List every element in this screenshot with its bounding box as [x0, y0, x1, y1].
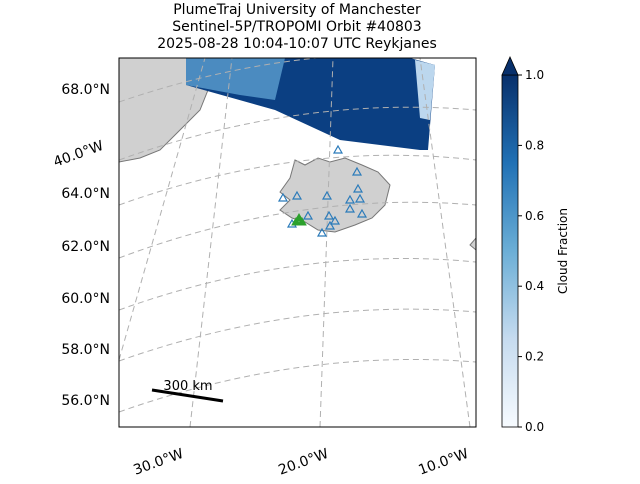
land [469, 237, 476, 251]
scale-bar-label: 300 km [163, 379, 212, 394]
colorbar-tick-label: 0.0 [525, 420, 544, 434]
map-frame [118, 57, 477, 428]
scale-bar [151, 388, 224, 403]
lat-label: 68.0°N [61, 82, 110, 98]
title-line: Sentinel-5P/TROPOMI Orbit #40803 [172, 19, 421, 35]
cloud-swath [186, 58, 285, 100]
title-line: PlumeTraj University of Manchester [173, 2, 421, 18]
colorbar-tick-label: 0.6 [525, 209, 544, 223]
lon-label: 40.0°W [51, 138, 105, 171]
colorbar-label: Cloud Fraction [556, 208, 570, 294]
lat-label: 62.0°N [61, 239, 110, 255]
cloud-swath [415, 60, 435, 120]
colorbar-tick-label: 0.4 [525, 279, 544, 293]
colorbar-extend [501, 56, 519, 76]
colorbar-tick-label: 0.2 [525, 350, 544, 364]
colorbar-tick-label: 0.8 [525, 138, 544, 152]
lon-label: 20.0°W [276, 446, 330, 479]
lat-label: 60.0°N [61, 291, 110, 307]
colorbar: Cloud Fraction [501, 56, 570, 428]
lat-label: 64.0°N [61, 186, 110, 202]
map-area [119, 58, 476, 427]
title-line: 2025-08-28 10:04-10:07 UTC Reykjanes [157, 36, 437, 52]
lat-label: 58.0°N [61, 342, 110, 358]
volcano-markers [277, 144, 368, 237]
colorbar-tick-label: 1.0 [525, 68, 544, 82]
colorbar-ramp [501, 74, 519, 428]
lat-label: 56.0°N [61, 393, 110, 409]
lon-label: 10.0°W [416, 446, 470, 479]
lon-label: 30.0°W [131, 446, 185, 479]
